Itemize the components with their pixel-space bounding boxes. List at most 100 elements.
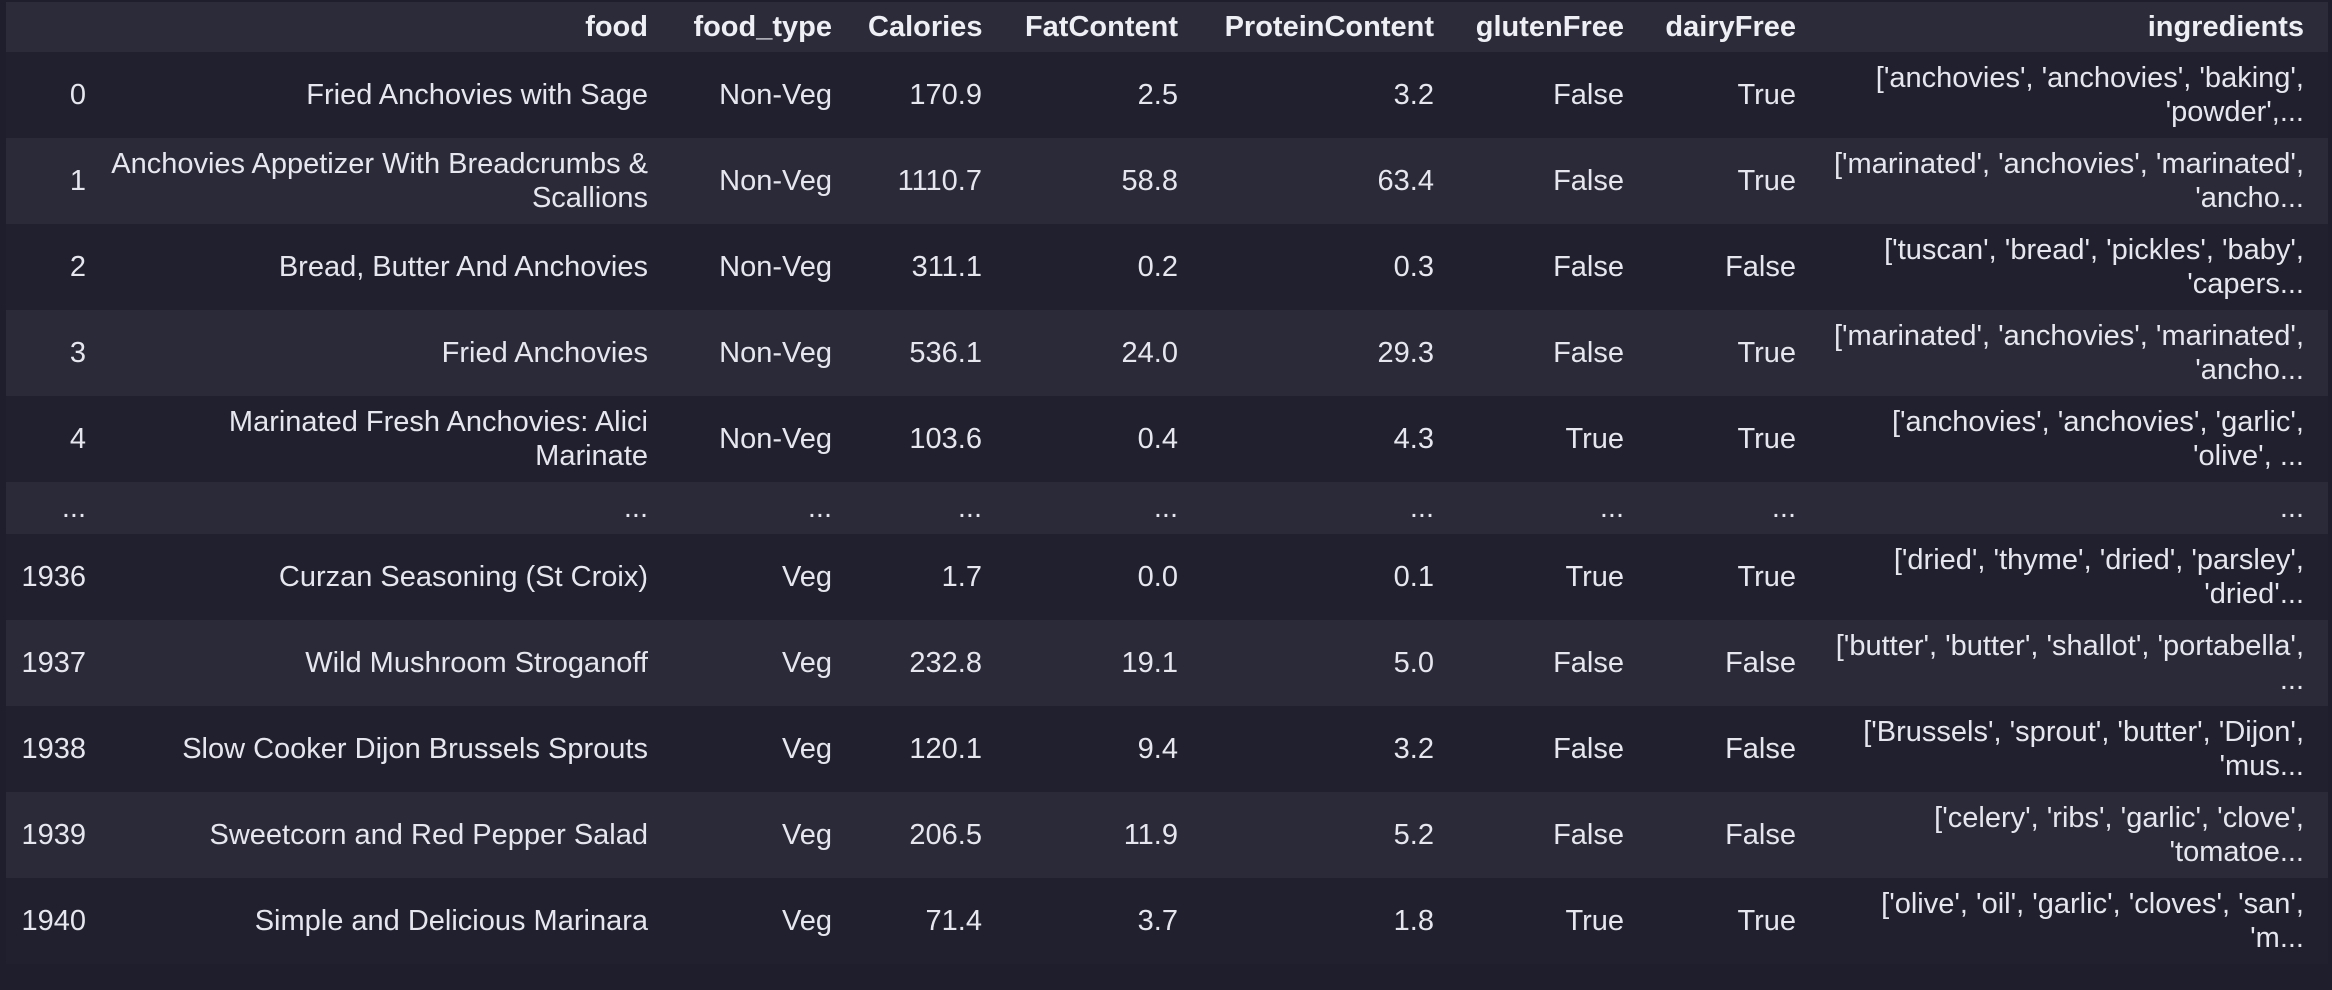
ingredients-cell-text: ['anchovies', 'anchovies', 'baking', 'po… [1875,62,2304,128]
table-row: 2 Bread, Butter And Anchovies Non-Veg 311.1… [6,224,2328,310]
protein-content-cell: ... [1202,482,1458,534]
food-cell: Fried Anchovies [98,310,672,396]
ingredients-cell: ['Brussels', 'sprout', 'butter', 'Dijon'… [1820,706,2328,792]
food-type-cell: Veg [672,534,856,620]
food-cell-text: Curzan Seasoning (St Croix) [278,561,648,593]
fat-content-cell: 0.2 [1006,224,1202,310]
food-cell-text: Fried Anchovies with Sage [306,79,648,111]
row-index: 0 [6,52,98,138]
dairy-free-cell: True [1648,396,1820,482]
ingredients-cell: ['dried', 'thyme', 'dried', 'parsley', '… [1820,534,2328,620]
calories-cell: 170.9 [856,52,1006,138]
calories-cell: 1.7 [856,534,1006,620]
gluten-free-cell: False [1458,224,1648,310]
column-header-food-header: food [98,2,672,52]
dairy-free-cell: False [1648,620,1820,706]
column-header-ingredients-header: ingredients [1820,2,2328,52]
dairy-free-cell: True [1648,878,1820,964]
food-type-cell: Non-Veg [672,52,856,138]
food-type-cell: Non-Veg [672,138,856,224]
food-cell-text: Marinated Fresh Anchovies: Alici Marinat… [228,406,648,472]
row-index: 1939 [6,792,98,878]
ellipsis-row: ........................... [6,482,2328,534]
calories-cell: 536.1 [856,310,1006,396]
dairy-free-cell: True [1648,138,1820,224]
table-row: 1940 Simple and Delicious Marinara Veg 71.4… [6,878,2328,964]
food-cell: Fried Anchovies with Sage [98,52,672,138]
row-index: 1936 [6,534,98,620]
table-row: 1 Anchovies Appetizer With Breadcrumbs & … [6,138,2328,224]
row-index: 1 [6,138,98,224]
protein-content-cell: 5.2 [1202,792,1458,878]
calories-cell: 71.4 [856,878,1006,964]
food-cell: Wild Mushroom Stroganoff [98,620,672,706]
table-row: 4 Marinated Fresh Anchovies: Alici Marina… [6,396,2328,482]
row-index: 1937 [6,620,98,706]
column-header-food-type-header: food_type [672,2,856,52]
protein-content-cell: 0.3 [1202,224,1458,310]
ingredients-cell: ['celery', 'ribs', 'garlic', 'clove', 't… [1820,792,2328,878]
protein-content-cell: 3.2 [1202,52,1458,138]
food-cell-text: Sweetcorn and Red Pepper Salad [209,819,648,851]
dairy-free-cell: True [1648,534,1820,620]
calories-cell: 206.5 [856,792,1006,878]
ingredients-cell-text: ['butter', 'butter', 'shallot', 'portabe… [1835,630,2304,696]
column-header-dairy-free-header: dairyFree [1648,2,1820,52]
fat-content-cell: 19.1 [1006,620,1202,706]
calories-cell: 232.8 [856,620,1006,706]
food-cell-text: Anchovies Appetizer With Breadcrumbs & S… [111,148,648,214]
row-index: 3 [6,310,98,396]
fat-content-cell: 58.8 [1006,138,1202,224]
protein-content-cell: 4.3 [1202,396,1458,482]
fat-content-cell: 0.4 [1006,396,1202,482]
ingredients-cell-text: ['tuscan', 'bread', 'pickles', 'baby', '… [1884,234,2304,300]
food-type-cell: Veg [672,620,856,706]
table-row: 1936 Curzan Seasoning (St Croix) Veg 1.7 0.0… [6,534,2328,620]
ingredients-cell-text: ['olive', 'oil', 'garlic', 'cloves', 'sa… [1881,888,2304,954]
fat-content-cell: 0.0 [1006,534,1202,620]
food-cell: Sweetcorn and Red Pepper Salad [98,792,672,878]
ingredients-cell-text: ['Brussels', 'sprout', 'butter', 'Dijon'… [1863,716,2304,782]
dairy-free-cell: False [1648,706,1820,792]
gluten-free-cell: True [1458,396,1648,482]
food-cell: Anchovies Appetizer With Breadcrumbs & S… [98,138,672,224]
table-row: 1939 Sweetcorn and Red Pepper Salad Veg 206… [6,792,2328,878]
row-index: 2 [6,224,98,310]
calories-cell: ... [856,482,1006,534]
food-cell-text: Wild Mushroom Stroganoff [305,647,648,679]
row-index: 1938 [6,706,98,792]
dairy-free-cell: True [1648,310,1820,396]
gluten-free-cell: True [1458,534,1648,620]
protein-content-cell: 5.0 [1202,620,1458,706]
ingredients-cell: ['anchovies', 'anchovies', 'baking', 'po… [1820,52,2328,138]
protein-content-cell: 0.1 [1202,534,1458,620]
row-index: 4 [6,396,98,482]
row-index: 1940 [6,878,98,964]
ingredients-cell-text: ['anchovies', 'anchovies', 'garlic', 'ol… [1891,406,2304,472]
ingredients-cell-text: ['dried', 'thyme', 'dried', 'parsley', '… [1893,544,2304,610]
table-row: 3 Fried Anchovies Non-Veg 536.1 24.0 29.3 Fals… [6,310,2328,396]
food-cell: Bread, Butter And Anchovies [98,224,672,310]
gluten-free-cell: ... [1458,482,1648,534]
food-cell: ... [98,482,672,534]
ingredients-cell: ['tuscan', 'bread', 'pickles', 'baby', '… [1820,224,2328,310]
dairy-free-cell: False [1648,224,1820,310]
gluten-free-cell: False [1458,52,1648,138]
gluten-free-cell: False [1458,138,1648,224]
calories-cell: 311.1 [856,224,1006,310]
food-type-cell: Veg [672,878,856,964]
ingredients-cell-text: ['celery', 'ribs', 'garlic', 'clove', 't… [1934,802,2304,868]
header-row: food food_type Calories FatContent ProteinCo… [6,2,2328,52]
food-type-cell: Veg [672,706,856,792]
protein-content-cell: 29.3 [1202,310,1458,396]
gluten-free-cell: True [1458,878,1648,964]
fat-content-cell: 2.5 [1006,52,1202,138]
food-type-cell: ... [672,482,856,534]
food-cell-text: Slow Cooker Dijon Brussels Sprouts [182,733,648,765]
column-header-index-header [6,2,98,52]
gluten-free-cell: False [1458,310,1648,396]
ingredients-cell: ['marinated', 'anchovies', 'marinated', … [1820,310,2328,396]
gluten-free-cell: False [1458,620,1648,706]
table-row: 1938 Slow Cooker Dijon Brussels Sprouts Ve… [6,706,2328,792]
